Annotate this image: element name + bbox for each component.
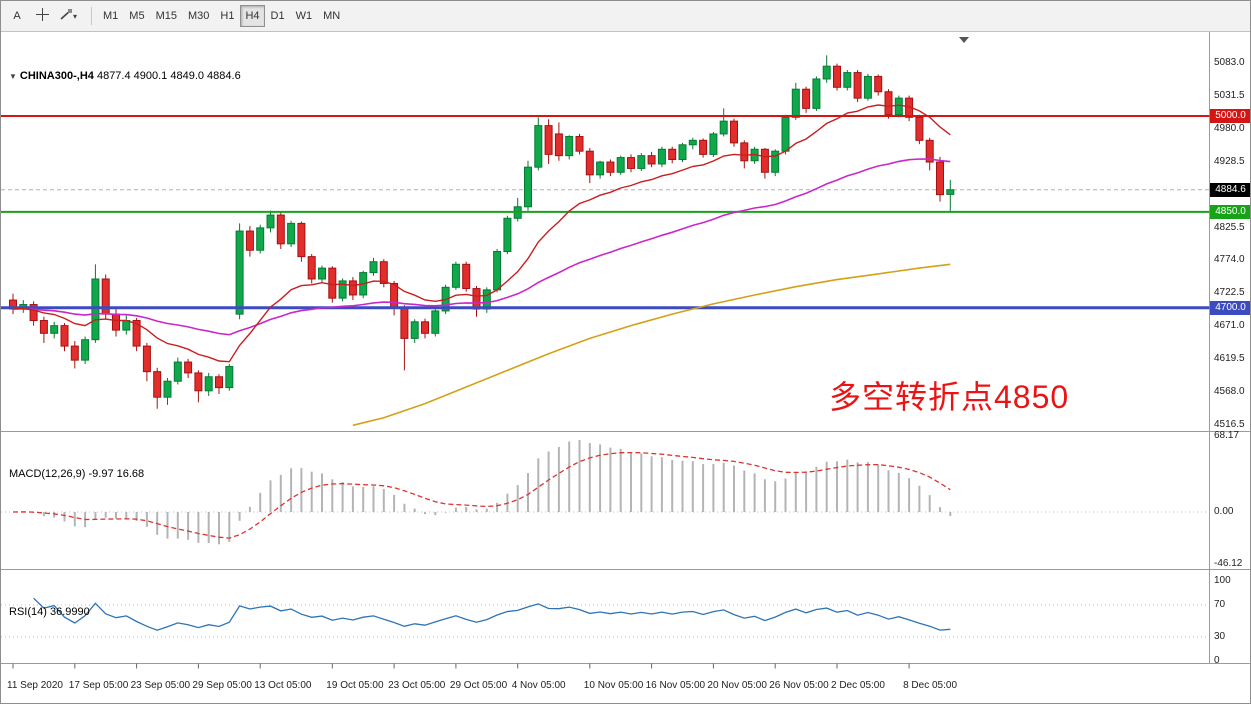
crosshair-icon: [35, 8, 49, 24]
rsi-line: [33, 597, 951, 631]
macd-values: -9.97 16.68: [88, 468, 145, 480]
drawing-tools-dropdown-button[interactable]: ▾: [55, 5, 85, 27]
rsi-label: RSI(14) 36.9990: [9, 606, 90, 618]
toolbar: A ▾ M1 M5 M15 M30 H1 H4 D1 W1 MN: [1, 1, 1250, 32]
toolbar-separator: [91, 7, 93, 25]
timeframe-toolbar: M1 M5 M15 M30 H1 H4 D1 W1 MN: [98, 5, 345, 27]
timeframe-button-H1[interactable]: H1: [215, 5, 239, 27]
chart-title: ▼ CHINA300-,H4 4877.4 4900.1 4849.0 4884.…: [9, 70, 241, 82]
chevron-down-icon: ▾: [73, 11, 78, 21]
timeframe-button-W1[interactable]: W1: [291, 5, 318, 27]
rsi-name: RSI(14): [9, 606, 47, 618]
timeframe-button-M1[interactable]: M1: [98, 5, 123, 27]
ma-fast-line: [12, 104, 951, 363]
chart-title-symbol: CHINA300-,H4: [19, 70, 94, 82]
candles-layer: [9, 55, 955, 409]
macd-histogram: [22, 440, 952, 545]
arrow-tool-label: A: [13, 10, 21, 22]
chart-title-ohlc: 4877.4 4900.1 4849.0 4884.6: [96, 70, 241, 82]
scroll-marker-icon: [959, 37, 969, 43]
chart-area[interactable]: 5083.0 5031.5 4980.0 4928.5 4877.0 4825.5 4774…: [1, 32, 1250, 703]
symbol-dropdown-icon: ▼: [9, 72, 17, 81]
arrow-tool-button[interactable]: A: [5, 5, 29, 27]
drawing-tools-icon: [60, 8, 73, 24]
crosshair-tool-button[interactable]: [30, 5, 54, 27]
chart-annotation: 多空转折点4850: [829, 379, 1070, 415]
price-scale[interactable]: [1210, 32, 1250, 664]
timeframe-button-D1[interactable]: D1: [266, 5, 290, 27]
macd-name: MACD(12,26,9): [9, 468, 86, 480]
macd-label: MACD(12,26,9) -9.97 16.68: [9, 468, 144, 480]
timeframe-button-H4[interactable]: H4: [240, 5, 265, 27]
timeframe-button-M5[interactable]: M5: [124, 5, 149, 27]
timeframe-button-MN[interactable]: MN: [318, 5, 345, 27]
timeframe-button-M30[interactable]: M30: [183, 5, 214, 27]
timeframe-button-M15[interactable]: M15: [151, 5, 182, 27]
time-axis[interactable]: [1, 664, 1209, 703]
ma-mid-line: [12, 158, 951, 336]
rsi-value: 36.9990: [49, 606, 90, 618]
macd-signal-line: [12, 451, 951, 539]
